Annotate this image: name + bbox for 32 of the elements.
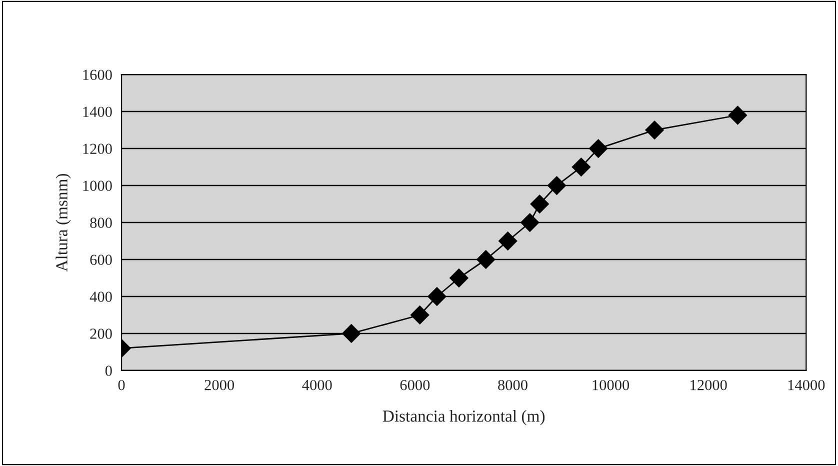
- x-tick-label: 0: [118, 380, 125, 390]
- x-tick-label: 4000: [302, 380, 332, 390]
- point: [520, 213, 540, 232]
- x-tick-label: 12000: [690, 380, 727, 390]
- x-tick-label: 6000: [400, 380, 430, 390]
- x-tick-label: 10000: [592, 380, 630, 390]
- point: [428, 287, 446, 306]
- x-tick-label: 14000: [788, 380, 825, 390]
- y-axis-title: Altura (msnm): [56, 174, 71, 272]
- x-axis-title: Distancia horizontal (m): [382, 410, 545, 426]
- y-tick-label: 200: [90, 328, 112, 339]
- y-tick-label: 0: [105, 366, 112, 376]
- y-tick-label: 400: [90, 292, 112, 302]
- y-tick-label: 1600: [83, 70, 112, 80]
- point: [410, 306, 430, 324]
- y-tick-label: 600: [90, 254, 112, 265]
- point: [530, 194, 549, 214]
- point: [728, 106, 748, 125]
- point: [450, 268, 468, 288]
- y-tick-label: 1200: [83, 144, 112, 154]
- point: [476, 250, 496, 269]
- point: [645, 120, 664, 140]
- x-tick-label: 8000: [498, 380, 528, 390]
- point: [342, 324, 361, 343]
- point: [547, 176, 566, 195]
- point: [588, 139, 608, 158]
- x-tick-label: 2000: [204, 380, 234, 390]
- y-tick-label: 800: [90, 218, 112, 228]
- point: [498, 232, 518, 250]
- point: [572, 158, 591, 176]
- y-tick-label: 1400: [83, 106, 112, 117]
- y-tick-label: 1000: [83, 180, 112, 191]
